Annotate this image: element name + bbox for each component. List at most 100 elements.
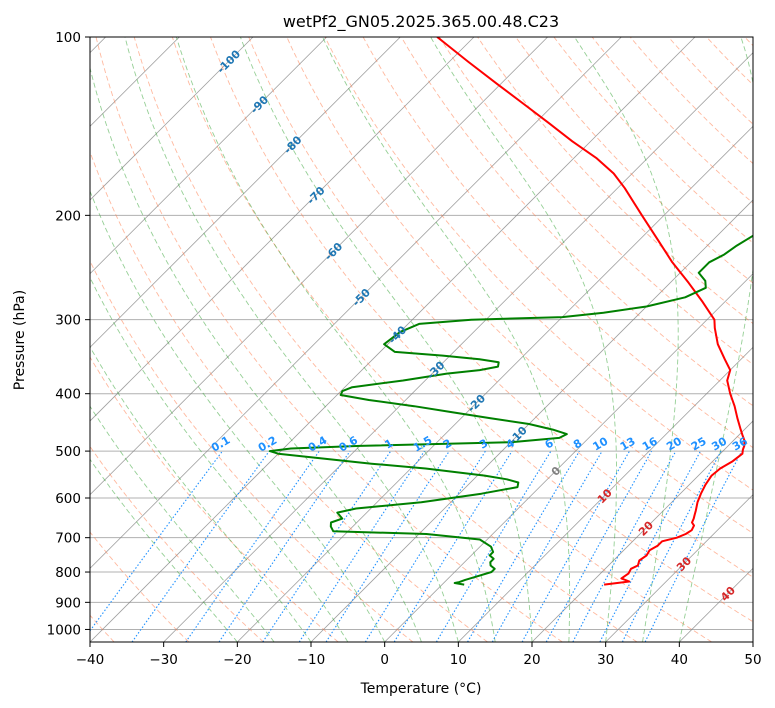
isotherm-label: 30: [674, 554, 694, 574]
x-tick-label: −20: [223, 652, 252, 668]
mixing-ratio-line: [185, 450, 320, 642]
isotherm-line: [90, 37, 548, 496]
mixing-ratio-line: [467, 450, 580, 642]
moist-adiabat-line: [175, 37, 496, 642]
y-tick-label: 200: [55, 208, 81, 224]
x-tick-label: −30: [149, 652, 178, 668]
isotherm-label: -90: [248, 93, 271, 116]
moist-adiabat-line: [90, 458, 238, 642]
dry-adiabat-line: [515, 37, 753, 284]
mixing-ratio-line: [644, 450, 743, 642]
y-tick-label: 500: [55, 444, 81, 460]
isotherm-line: [90, 37, 401, 348]
isotherm-line: [237, 125, 753, 642]
mixing-ratio-line: [572, 450, 677, 642]
dewpoint-profile-line: [268, 234, 753, 586]
y-tick-label: 400: [55, 387, 81, 403]
mixing-ratio-line: [262, 450, 392, 642]
isotherm-line: [90, 37, 327, 275]
dry-adiabat-line: [400, 37, 753, 407]
isotherm-label: -70: [304, 184, 327, 207]
mixing-ratio-line: [545, 450, 653, 642]
isotherm-line: [384, 273, 753, 642]
isotherm-label: -30: [424, 359, 447, 382]
y-tick-label: 800: [55, 565, 81, 581]
moist-adiabat-line: [678, 37, 753, 642]
isotherm-line: [90, 37, 622, 569]
dry-adiabat-line: [210, 37, 753, 623]
mixing-ratio-line: [325, 450, 450, 642]
isotherm-label: 40: [718, 584, 738, 604]
x-axis-label: Temperature (°C): [360, 681, 482, 697]
x-tick-label: 30: [597, 652, 614, 668]
axis-ticks: −40 −30 −20 −10 0 10 20 30 40 5010009008007006005…: [47, 30, 762, 668]
dry-adiabat-lines: [90, 37, 753, 642]
mixing-ratio-lines: [90, 450, 743, 642]
x-tick-label: −10: [297, 652, 326, 668]
chart-title: wetPf2_GN05.2025.365.00.48.C23: [283, 12, 559, 32]
mixing-ratio-line: [131, 450, 270, 642]
moist-adiabat-line: [90, 276, 349, 642]
moist-adiabat-line: [90, 345, 312, 642]
moist-adiabat-line: [90, 405, 275, 642]
moist-adiabat-line: [124, 37, 459, 642]
moist-adiabat-line: [322, 37, 571, 642]
mixing-ratio-line: [621, 450, 722, 642]
temperature-profile-line: [436, 37, 746, 586]
moist-adiabat-line: [239, 37, 533, 642]
isotherm-label: 0: [549, 464, 564, 479]
x-tick-label: 10: [450, 652, 467, 668]
dry-adiabat-line: [90, 531, 190, 642]
dry-adiabat-line: [95, 37, 563, 642]
isotherm-line: [90, 37, 475, 422]
dry-adiabat-line: [90, 356, 339, 642]
dry-adiabat-line: [171, 37, 712, 642]
moist-adiabat-line: [574, 37, 679, 642]
mixing-ratio-line: [521, 450, 630, 642]
x-tick-label: 20: [523, 652, 540, 668]
y-tick-label: 600: [55, 491, 81, 507]
dry-adiabat-line: [591, 37, 753, 204]
mixing-ratio-line: [90, 450, 223, 632]
x-tick-label: 0: [380, 652, 389, 668]
dry-adiabat-line: [248, 37, 753, 578]
moist-adiabat-line: [430, 37, 617, 642]
dry-adiabat-line: [133, 37, 638, 642]
dry-adiabat-line: [668, 37, 753, 125]
mixing-ratio-line: [298, 450, 425, 642]
sounding-profiles: [268, 37, 753, 586]
mixing-ratio-line: [599, 450, 701, 642]
y-tick-label: 1000: [47, 622, 81, 638]
isotherm-label: -50: [350, 286, 373, 309]
isotherm-line: [679, 567, 753, 642]
moist-adiabat-line: [90, 66, 422, 642]
isotherm-label: -100: [215, 47, 244, 76]
mixing-ratio-line: [218, 450, 351, 642]
y-tick-label: 900: [55, 595, 81, 611]
isotherm-label: -40: [386, 323, 409, 346]
y-tick-label: 700: [55, 531, 81, 547]
mixing-ratio-label: 1: [382, 437, 395, 452]
isotherm-line: [752, 641, 753, 642]
isotherm-label: 20: [636, 518, 656, 538]
x-tick-label: 40: [671, 652, 688, 668]
y-tick-label: 100: [55, 30, 81, 46]
dry-adiabat-line: [439, 37, 753, 365]
isotherm-line: [310, 199, 753, 642]
isotherm-line: [458, 346, 753, 642]
mixing-ratio-line: [393, 450, 513, 642]
dry-adiabat-line: [744, 37, 753, 47]
isotherm-line: [531, 420, 753, 642]
isotherm-line: [90, 37, 254, 201]
moist-adiabat-line: [90, 190, 386, 642]
dry-adiabat-line: [90, 259, 414, 642]
isotherm-line: [163, 52, 753, 642]
dry-adiabat-line: [324, 37, 753, 491]
y-tick-label: 300: [55, 313, 81, 329]
x-tick-label: 50: [744, 652, 761, 668]
mixing-ratio-line: [435, 450, 552, 642]
y-axis-label: Pressure (hPa): [12, 290, 28, 390]
isotherm-label: 10: [595, 486, 615, 506]
